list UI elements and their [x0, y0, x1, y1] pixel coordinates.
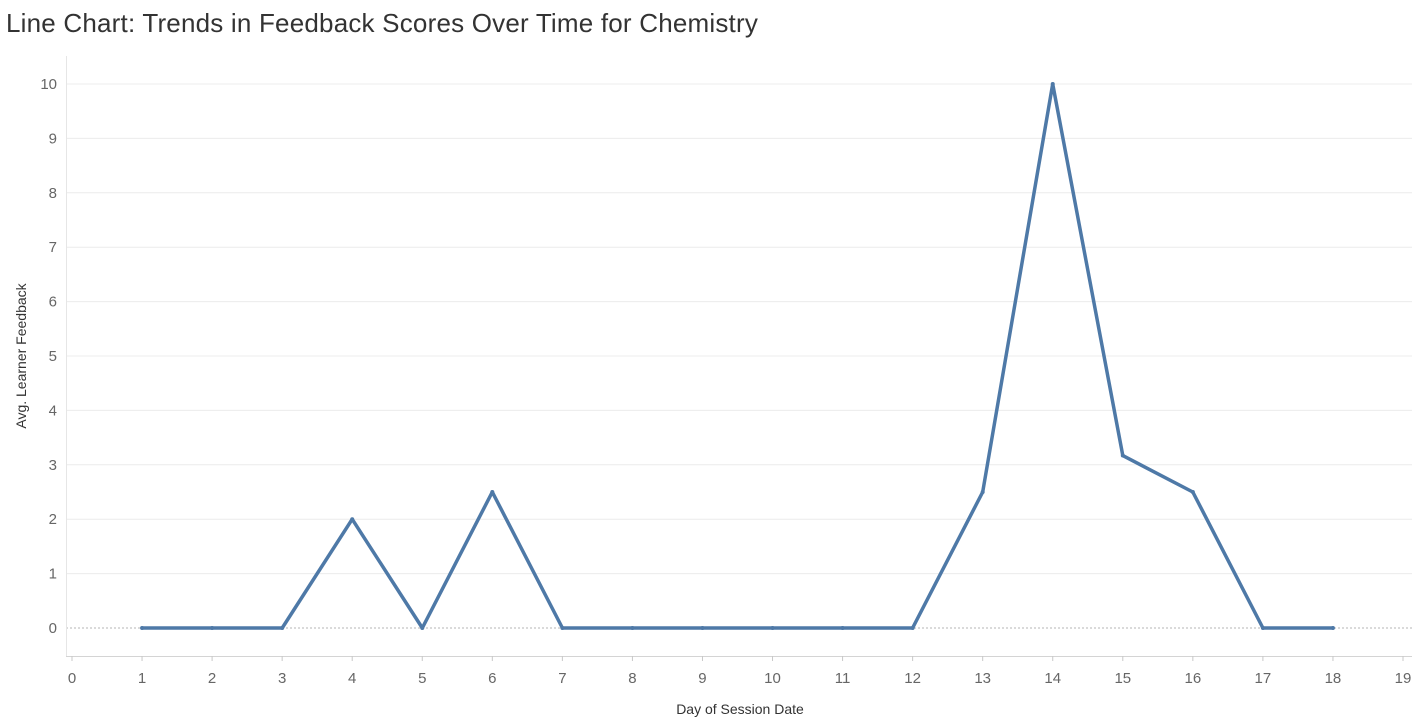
y-tick-label: 1	[49, 566, 57, 583]
y-tick-label: 8	[49, 185, 57, 202]
y-tick-label: 7	[49, 239, 57, 256]
grid-lines	[66, 83, 1412, 575]
data-point	[350, 517, 355, 522]
data-point	[490, 490, 495, 494]
x-tick-label: 14	[1044, 670, 1061, 687]
x-tick-label: 7	[558, 670, 566, 687]
x-tick-label: 0	[68, 670, 76, 687]
data-point	[420, 626, 425, 630]
x-tick-label: 10	[764, 670, 781, 687]
data-point	[980, 490, 985, 494]
data-point	[140, 626, 145, 630]
series-layer	[140, 82, 1335, 630]
y-tick-label: 4	[49, 402, 57, 419]
x-tick-label: 6	[488, 670, 496, 687]
x-tick-label: 2	[208, 670, 216, 687]
x-axis-ticks: 0 1 2 3 4 5 6 7 8 9 10 11 12 13 14 15 16 17 18 19	[68, 656, 1412, 687]
x-tick-label: 9	[698, 670, 706, 687]
x-tick-label: 13	[974, 670, 991, 687]
chart-title: Line Chart: Trends in Feedback Scores Ov…	[6, 8, 759, 38]
data-point	[910, 626, 915, 630]
x-tick-label: 15	[1114, 670, 1131, 687]
data-point	[210, 626, 215, 630]
data-point	[840, 626, 845, 630]
data-point	[770, 626, 775, 630]
data-point	[1120, 453, 1125, 458]
data-point	[1260, 626, 1265, 630]
y-axis-title: Avg. Learner Feedback	[13, 282, 29, 428]
x-tick-label: 19	[1395, 670, 1412, 687]
x-tick-label: 1	[138, 670, 146, 687]
data-point	[1330, 626, 1335, 630]
y-tick-label: 9	[49, 130, 57, 147]
series-line-0	[140, 82, 1335, 630]
y-tick-label: 6	[49, 294, 57, 311]
data-point	[1190, 490, 1195, 494]
x-tick-label: 18	[1325, 670, 1342, 687]
y-tick-label: 0	[49, 620, 57, 637]
y-tick-label: 2	[49, 511, 57, 528]
y-axis-ticks: 0 1 2 3 4 5 6 7 8 9 10	[40, 76, 57, 637]
x-tick-label: 8	[628, 670, 636, 687]
y-tick-label: 5	[49, 348, 57, 365]
data-point	[1050, 82, 1055, 86]
data-point	[280, 626, 285, 630]
data-point	[700, 626, 705, 630]
x-tick-label: 11	[835, 670, 851, 687]
x-axis-title: Day of Session Date	[676, 701, 804, 717]
x-tick-label: 12	[904, 670, 921, 687]
x-tick-label: 5	[418, 670, 426, 687]
x-tick-label: 4	[348, 670, 356, 687]
x-tick-label: 3	[278, 670, 286, 687]
y-tick-label: 3	[49, 457, 57, 474]
data-point	[560, 626, 565, 630]
y-tick-label: 10	[40, 76, 57, 93]
x-tick-label: 17	[1255, 670, 1272, 687]
x-tick-label: 16	[1184, 670, 1201, 687]
data-point	[630, 626, 635, 630]
